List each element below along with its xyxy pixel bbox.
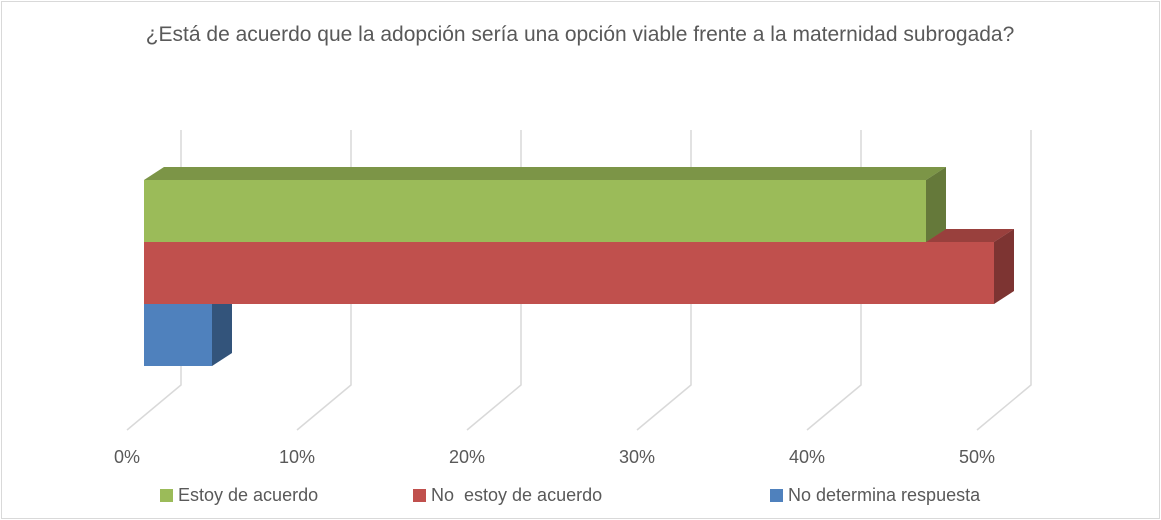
chart-title: ¿Está de acuerdo que la adopción sería u…: [145, 23, 1015, 46]
legend-label: Estoy de acuerdo: [178, 485, 318, 505]
bar-face: [144, 242, 994, 304]
bar-face: [144, 180, 926, 242]
x-tick-label: 0%: [114, 447, 140, 467]
legend-swatch: [413, 489, 426, 502]
x-tick-label: 20%: [449, 447, 485, 467]
legend-swatch: [770, 489, 783, 502]
bar-face: [144, 304, 212, 366]
bar-face: [212, 291, 232, 366]
bar-face: [994, 229, 1014, 304]
grid-line: [976, 130, 1032, 431]
x-tick-label: 50%: [959, 447, 995, 467]
x-tick-label: 30%: [619, 447, 655, 467]
legend-label: No estoy de acuerdo: [431, 485, 602, 505]
bar-face: [144, 167, 946, 180]
bar-face: [994, 229, 1014, 304]
legend-label: No determina respuesta: [788, 485, 981, 505]
bar-face: [926, 167, 946, 242]
bar: [144, 167, 946, 242]
x-tick-label: 10%: [279, 447, 315, 467]
bar-face: [144, 167, 946, 180]
bar-face: [212, 291, 232, 366]
x-tick-label: 40%: [789, 447, 825, 467]
legend-swatch: [160, 489, 173, 502]
bar-face: [926, 167, 946, 242]
